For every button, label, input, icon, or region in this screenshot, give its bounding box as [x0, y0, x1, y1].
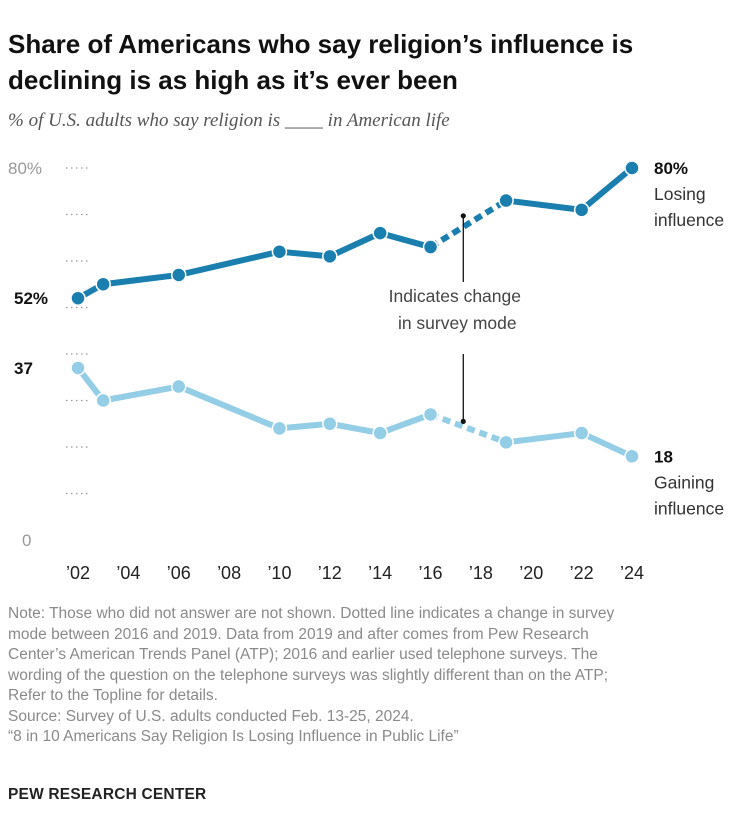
x-tick-label-2022: ’22	[570, 563, 594, 583]
note-line: Refer to the Topline for details.	[8, 687, 218, 704]
losing-point-2003	[95, 276, 111, 292]
gaining-point-2002	[70, 360, 86, 376]
losing-point-2024	[624, 160, 640, 176]
series-labels: 52% 37 80% Losing influence 18 Gaining i…	[14, 159, 724, 518]
losing-line-segment	[503, 197, 585, 213]
x-tick-label-2016: ’16	[419, 563, 443, 583]
source-line: Source: Survey of U.S. adults conducted …	[8, 707, 414, 725]
chart-notes: Note: Those who did not answer are not s…	[8, 604, 743, 748]
x-tick-label-2014: ’14	[368, 563, 392, 583]
chart-title: Share of Americans who say religion’s in…	[8, 29, 634, 95]
gaining-point-2024	[624, 448, 640, 465]
losing-end-label-line-1: Losing	[654, 184, 706, 204]
x-tick-label-2006: ’06	[167, 563, 191, 583]
gaining-point-2012	[322, 416, 338, 432]
y-tick-label-80: 80%	[8, 159, 42, 178]
gaining-point-2010	[271, 420, 288, 437]
x-tick-label-2018: ’18	[469, 563, 493, 583]
report-title: “8 in 10 Americans Say Religion Is Losin…	[8, 728, 459, 745]
gaining-line-segment	[100, 383, 182, 404]
losing-end-label: Losing influence	[654, 184, 724, 230]
gaining-end-label-line-2: influence	[654, 498, 724, 518]
losing-line-segment	[276, 248, 333, 260]
losing-end-label-line-2: influence	[654, 210, 724, 230]
series-lines	[75, 165, 635, 460]
gaining-point-2022	[573, 425, 590, 441]
gaining-line-segment	[326, 420, 384, 437]
x-tick-label-2012: ’12	[318, 563, 342, 583]
losing-point-2002	[70, 290, 86, 306]
losing-line-segment	[578, 165, 635, 213]
note-line: Note: Those who did not answer are not s…	[8, 605, 615, 622]
y-tick-label-0: 0	[22, 531, 31, 550]
losing-line-segment	[326, 230, 384, 260]
x-tick-label-2020: ’20	[519, 563, 543, 583]
gaining-start-label: 37	[14, 359, 33, 378]
losing-line-segment	[428, 197, 508, 250]
annotation-text: Indicates change in survey mode	[389, 286, 526, 333]
note-line: mode between 2016 and 2019. Data from 20…	[8, 625, 589, 643]
annotation-line-2: in survey mode	[398, 313, 517, 333]
gaining-line-segment	[429, 411, 508, 446]
x-tick-label-2004: ’04	[116, 563, 140, 583]
losing-point-2012	[322, 248, 338, 265]
gaining-point-2019	[498, 434, 514, 451]
x-tick-label-2002: ’02	[66, 563, 90, 583]
line-chart: 80% 0 Indicates change in survey mode 52…	[8, 159, 724, 583]
annotation-line-1: Indicates change	[389, 286, 521, 306]
annotation-dot-lower	[460, 418, 466, 424]
gaining-line-segment	[578, 430, 635, 460]
gaining-line-segment	[377, 411, 434, 437]
losing-point-2016	[422, 239, 439, 255]
losing-end-value: 80%	[654, 159, 688, 178]
x-axis-labels: ’02 ’04 ’06 ’08 ’10 ’12 ’14 ’16 ’18 ’20 ’22 ’24	[66, 563, 644, 583]
losing-point-2006	[170, 267, 187, 283]
losing-start-label: 52%	[14, 289, 48, 308]
losing-line-segment	[377, 230, 434, 251]
gaining-end-label: Gaining influence	[654, 472, 724, 518]
gaining-line-segment	[175, 383, 283, 432]
losing-point-2022	[573, 202, 590, 218]
losing-point-2019	[498, 192, 514, 209]
series-points	[70, 160, 640, 465]
annotation: Indicates change in survey mode	[389, 213, 526, 424]
losing-point-2010	[271, 243, 288, 260]
organization-name: PEW RESEARCH CENTER	[8, 786, 207, 803]
annotation-dot-upper	[460, 213, 466, 219]
gaining-point-2003	[95, 392, 111, 409]
gaining-point-2006	[170, 378, 187, 395]
losing-point-2014	[372, 225, 388, 241]
gaining-end-value: 18	[654, 447, 673, 466]
x-tick-label-2010: ’10	[267, 563, 291, 583]
note-line: Center’s American Trends Panel (ATP); 20…	[8, 646, 598, 663]
losing-line-segment	[175, 248, 283, 278]
x-tick-label-2008: ’08	[217, 563, 241, 583]
gaining-line-segment	[503, 430, 585, 446]
gaining-point-2016	[422, 406, 439, 423]
losing-line-segment	[100, 271, 182, 288]
gridlines	[66, 167, 90, 495]
gaining-line-segment	[276, 420, 333, 432]
chart-subtitle: % of U.S. adults who say religion is ___…	[8, 110, 450, 131]
y-axis-labels: 80% 0	[8, 159, 42, 550]
note-line: wording of the question on the telephone…	[8, 666, 608, 684]
gaining-end-label-line-1: Gaining	[654, 472, 714, 492]
gaining-point-2014	[372, 425, 388, 441]
x-tick-label-2024: ’24	[620, 563, 644, 583]
